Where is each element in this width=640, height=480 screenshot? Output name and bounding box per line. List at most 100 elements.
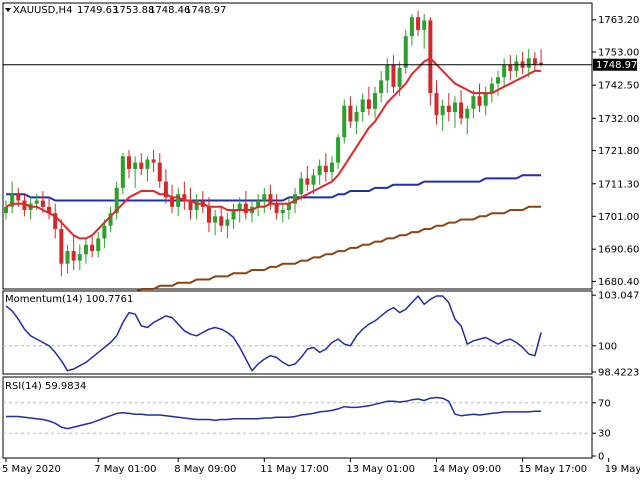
time-axis: 5 May 2020 7 May 01:00 8 May 09:00 11 May 1… <box>2 458 640 475</box>
candle-body <box>225 219 230 226</box>
momentum-line-layer <box>5 295 542 372</box>
candle-body <box>16 194 21 201</box>
candle-body <box>452 102 457 113</box>
candle-body <box>151 159 156 163</box>
rsi-panel-frame <box>2 376 593 459</box>
candle-body <box>65 251 70 264</box>
candle-body <box>133 162 138 169</box>
price-tick-label: 1763.20 <box>598 15 639 26</box>
current-price-box <box>593 58 637 71</box>
time-tick-label: 7 May 01:00 <box>94 464 156 475</box>
price-panel[interactable]: 1748.97 1763.20 1753.00 1742.50 1732.00 1721… <box>2 2 639 309</box>
candle-body <box>194 200 199 210</box>
candle-body <box>127 156 131 169</box>
candle-body <box>366 99 371 109</box>
price-tick-label: 1732.00 <box>598 114 639 125</box>
ohlc-high: 1753.88 <box>113 5 154 16</box>
candle-body <box>286 203 291 210</box>
time-tick-label: 14 May 09:00 <box>433 464 502 475</box>
symbol-label: XAUUSD,H4 <box>13 5 72 16</box>
momentum-panel[interactable]: 103.0477 100 98.4223 Momentum(14) 100.7761 <box>2 290 640 379</box>
price-tick-label: 1690.60 <box>598 245 639 256</box>
candle-body <box>514 61 519 71</box>
momentum-title: Momentum(14) 100.7761 <box>5 294 133 305</box>
candle-body <box>539 62 544 65</box>
rsi-title: RSI(14) 59.9834 <box>5 381 86 392</box>
rsi-tick-label: 70 <box>598 398 611 409</box>
time-tick-label: 13 May 01:00 <box>346 464 415 475</box>
candle-body <box>83 244 88 255</box>
candle-body <box>299 178 304 195</box>
candle-body <box>231 209 236 220</box>
momentum-tick-label: 98.4223 <box>598 367 639 378</box>
rsi-panel[interactable]: 70 30 0 RSI(14) 59.9834 <box>2 376 611 463</box>
candle-body <box>385 64 390 81</box>
candle-body <box>219 216 224 226</box>
price-tick-label: 1721.80 <box>598 146 639 157</box>
candle-body <box>262 194 267 201</box>
candle-body <box>440 105 445 116</box>
rsi-line-layer <box>6 396 542 430</box>
candle-body <box>496 77 500 84</box>
rsi-tick-label: 30 <box>598 429 611 440</box>
ma-fast-line <box>5 57 542 240</box>
candle-body <box>182 194 187 201</box>
ma-fast-layer <box>5 57 542 240</box>
candle-body <box>348 105 353 122</box>
ma-mid-layer <box>6 174 542 202</box>
candle-body <box>336 137 341 163</box>
candle-body <box>145 159 150 169</box>
candle-body <box>532 58 537 65</box>
candle-body <box>323 165 328 173</box>
candle-body <box>293 194 298 204</box>
price-tick-label: 1680.40 <box>598 277 639 288</box>
candle-body <box>237 203 242 210</box>
momentum-tick-label: 103.0477 <box>598 291 640 302</box>
header-dropdown-icon[interactable] <box>5 8 11 12</box>
candle-body <box>90 244 95 252</box>
candle-body <box>459 102 464 119</box>
rsi-grid <box>3 402 592 434</box>
ohlc-close: 1748.97 <box>185 5 226 16</box>
candle-body <box>170 197 175 207</box>
candle-body <box>280 209 285 214</box>
rsi-line <box>6 396 542 430</box>
price-axis: 1763.20 1753.00 1742.50 1732.00 1721.80 1711.… <box>592 15 639 288</box>
candle-body <box>477 96 482 106</box>
candle-body <box>108 213 113 226</box>
candle-body <box>471 96 476 109</box>
candle-body <box>311 175 316 185</box>
time-tick-label: 15 May 17:00 <box>519 464 588 475</box>
candle-body <box>409 17 414 37</box>
candle-body <box>305 178 310 185</box>
candle-body <box>434 93 439 116</box>
time-tick-label: 19 May 01:00 <box>605 464 640 475</box>
candle-body <box>483 93 488 106</box>
candle-body <box>416 17 421 30</box>
candle-body <box>71 251 76 261</box>
candle-body <box>391 64 396 87</box>
candle-body <box>22 200 27 210</box>
candle-body <box>342 105 347 138</box>
candle-body <box>188 200 193 210</box>
time-tick-label: 5 May 2020 <box>2 464 61 475</box>
candle-body <box>317 165 322 176</box>
time-tick-label: 11 May 17:00 <box>260 464 329 475</box>
rsi-tick-label: 0 <box>598 452 604 463</box>
candle-body <box>354 112 359 122</box>
time-tick-label: 8 May 09:00 <box>174 464 236 475</box>
candle-body <box>489 83 494 94</box>
candle-body <box>34 200 39 204</box>
price-tick-label: 1701.00 <box>598 212 639 223</box>
candle-body <box>206 206 211 223</box>
candle-body <box>268 194 273 204</box>
chart-header: XAUUSD,H4 1749.63 1753.88 1748.46 1748.9… <box>5 5 226 16</box>
current-price-line: 1748.97 <box>3 58 637 71</box>
candle-body <box>422 20 427 30</box>
candle-body <box>397 67 402 87</box>
candle-body <box>59 228 64 264</box>
current-price-label: 1748.97 <box>596 60 637 71</box>
rsi-axis: 70 30 0 <box>592 398 611 463</box>
price-panel-frame <box>2 2 593 290</box>
candle-body <box>10 194 15 207</box>
